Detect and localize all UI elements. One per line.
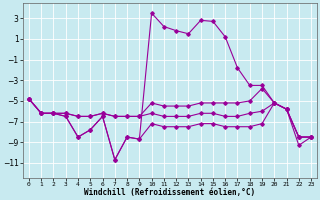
X-axis label: Windchill (Refroidissement éolien,°C): Windchill (Refroidissement éolien,°C) <box>84 188 256 197</box>
